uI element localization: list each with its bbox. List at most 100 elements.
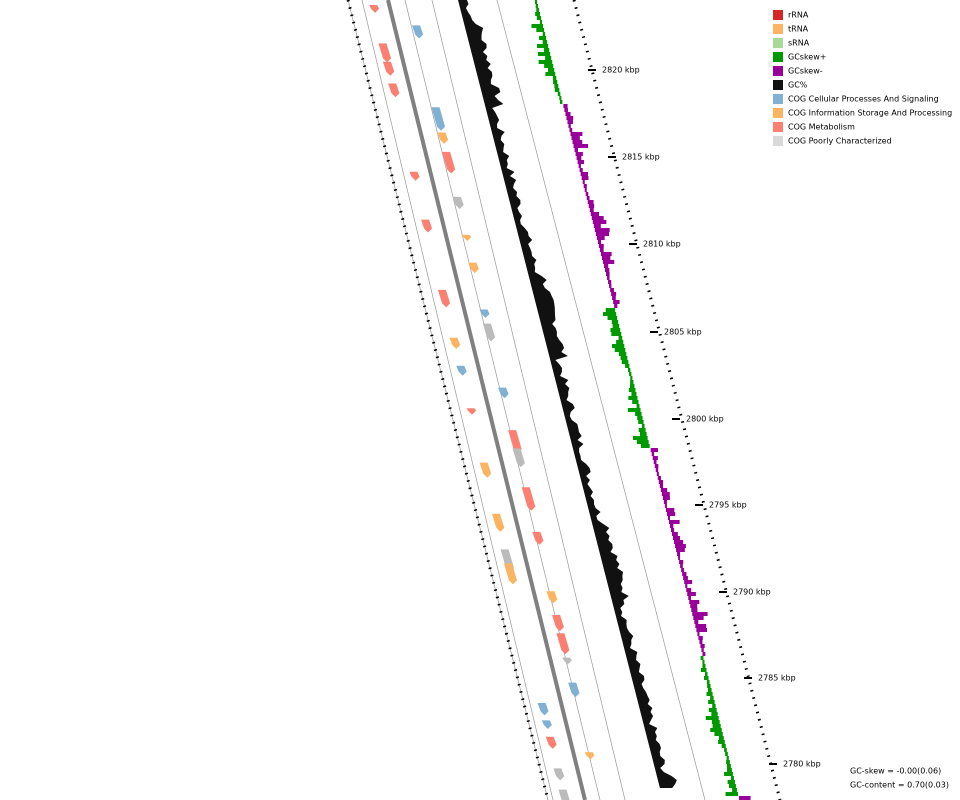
gc-skew-bar — [553, 80, 558, 84]
gc-skew-bar — [664, 504, 667, 508]
gc-skew-bar — [636, 404, 640, 408]
gc-skew-bar — [596, 236, 605, 240]
gc-skew-bar — [663, 500, 667, 504]
gc-skew-bar — [611, 292, 617, 296]
backbone — [386, 0, 587, 800]
gc-skew-bar — [621, 360, 629, 364]
gc-skew-bar — [611, 320, 619, 324]
gc-skew-bar — [585, 192, 589, 196]
gc-skew-bar — [718, 736, 724, 740]
gc-skew-bar — [721, 744, 726, 748]
legend-label: COG Poorly Characterized — [788, 137, 892, 146]
gc-skew-bar — [573, 144, 589, 148]
gc-skew-bar — [538, 60, 553, 64]
gc-skew-bar — [589, 208, 594, 212]
gene-arrow — [369, 5, 380, 13]
gc-skew-bar — [700, 668, 707, 672]
gc-skew-bar — [637, 416, 643, 420]
gc-skew-bar — [567, 120, 573, 124]
gene-arrow — [498, 387, 509, 399]
gc-skew-bar — [638, 420, 644, 424]
gc-skew-bar — [627, 408, 641, 412]
gc-skew-bar — [690, 604, 698, 608]
gc-skew-bar — [559, 96, 562, 100]
gc-skew-bar — [639, 432, 647, 436]
gc-skew-bar — [669, 524, 674, 528]
gc-skew-bar — [535, 12, 541, 16]
gene-arrow — [449, 337, 461, 350]
gc-skew-bar — [711, 712, 718, 716]
gc-skew-bar — [728, 784, 736, 788]
gc-skew-bar — [710, 696, 714, 700]
gene-arrow — [431, 107, 446, 131]
gc-skew-bar — [628, 368, 631, 372]
gene-arrow — [482, 323, 496, 342]
gc-skew-bar — [675, 544, 686, 548]
gc-skew-bar — [727, 780, 735, 784]
gene-arrow — [584, 752, 595, 760]
gc-skew-bar — [703, 676, 709, 680]
gc-skew-bar — [707, 688, 712, 692]
gc-skew-bar — [536, 16, 542, 20]
ruler-label: 2810 kbp — [643, 240, 681, 249]
gc-skew-bar — [581, 176, 589, 180]
gc-skew-bar — [657, 476, 661, 480]
gc-skew-bar — [536, 8, 540, 12]
gc-skew-bar — [660, 488, 668, 492]
legend-swatch — [773, 24, 783, 34]
gene-arrow — [412, 25, 424, 39]
gc-skew-bar — [587, 200, 594, 204]
gc-skew-bar — [718, 740, 725, 744]
gc-skew-bar — [652, 456, 658, 460]
track-line — [361, 0, 554, 800]
gc-skew-bar — [635, 412, 642, 416]
gc-skew-bar — [629, 372, 632, 376]
gc-skew-bar — [543, 48, 550, 52]
gc-skew-bar — [548, 68, 555, 72]
gc-skew-bar — [673, 536, 681, 540]
gc-skew-bar — [697, 632, 700, 636]
gc-skew-bar — [671, 532, 678, 536]
gc-skew-bar — [607, 276, 610, 280]
gc-skew-bar — [602, 260, 615, 264]
gene-arrow — [562, 657, 572, 665]
gc-skew-bar — [686, 588, 692, 592]
gc-skew-bar — [712, 724, 721, 728]
gc-skew-bar — [612, 324, 620, 328]
gc-skew-bar — [594, 228, 610, 232]
gc-skew-bar — [651, 452, 655, 456]
gc-skew-bar — [696, 628, 707, 632]
gc-skew-bar — [730, 776, 734, 780]
gene-arrow — [568, 682, 580, 698]
gc-skew-bar — [724, 748, 727, 752]
gc-skew-bar — [650, 448, 658, 452]
gc-skew-bar — [542, 40, 548, 44]
gc-skew-bar — [599, 248, 604, 252]
gc-skew-bar — [531, 24, 544, 28]
gene-arrow — [503, 563, 517, 585]
legend-swatch — [773, 80, 783, 90]
gc-skew-bar — [570, 132, 583, 136]
gene-arrow — [545, 736, 557, 749]
gc-content-stat: GC-content = 0.70(0.03) — [850, 781, 949, 790]
legend: rRNA tRNA sRNA GCskew+ GCskew- GC% COG Cellula… — [773, 10, 952, 146]
ruler-label: 2780 kbp — [783, 760, 821, 769]
gc-skew-bar — [614, 348, 626, 352]
gc-skew-bar — [725, 752, 728, 756]
gc-skew-bar — [618, 352, 627, 356]
gene-arrow — [553, 768, 565, 781]
gc-skew-bar — [554, 84, 559, 88]
gc-skew-bar — [554, 88, 560, 92]
gene-arrow — [452, 196, 464, 210]
gene-arrow — [541, 720, 552, 730]
gc-skew-bar — [625, 364, 630, 368]
gc-skew-bar — [583, 184, 587, 188]
gc-skew-bar — [633, 436, 648, 440]
ruler-label: 2820 kbp — [602, 66, 640, 75]
gc-skew-bar — [684, 580, 693, 584]
track-line — [347, 0, 549, 800]
outer-ruler — [572, 0, 782, 800]
gc-skew-bar — [688, 596, 691, 600]
gene-arrow — [388, 83, 400, 98]
